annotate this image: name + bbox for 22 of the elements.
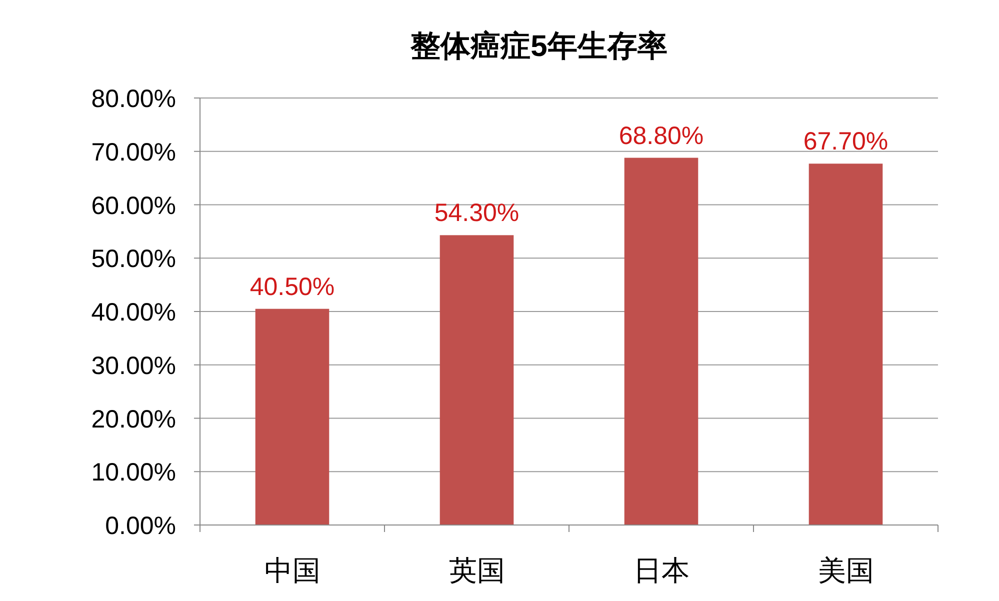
data-label: 68.80%	[618, 122, 704, 150]
bar	[255, 308, 330, 525]
data-label: 40.50%	[250, 272, 335, 301]
y-tick-label: 10.00%	[91, 458, 176, 487]
y-tick-label: 30.00%	[91, 352, 176, 380]
x-tick-label: 英国	[448, 555, 505, 586]
bar	[808, 164, 883, 525]
data-label: 67.70%	[803, 128, 888, 156]
y-tick-label: 0.00%	[105, 512, 176, 540]
y-tick-label: 60.00%	[91, 192, 176, 220]
y-tick-label: 40.00%	[91, 298, 176, 326]
x-tick-label: 中国	[264, 555, 320, 586]
y-tick-label: 80.00%	[91, 85, 176, 113]
y-tick-label: 70.00%	[91, 138, 176, 166]
data-label: 54.30%	[434, 199, 520, 228]
y-tick-label: 50.00%	[91, 245, 176, 274]
bar	[440, 235, 514, 525]
bar	[624, 158, 698, 525]
chart-title: 整体癌症5年生存率	[410, 29, 668, 63]
x-tick-label: 美国	[818, 555, 874, 586]
y-tick-label: 20.00%	[91, 405, 176, 434]
x-tick-label: 日本	[633, 555, 690, 586]
